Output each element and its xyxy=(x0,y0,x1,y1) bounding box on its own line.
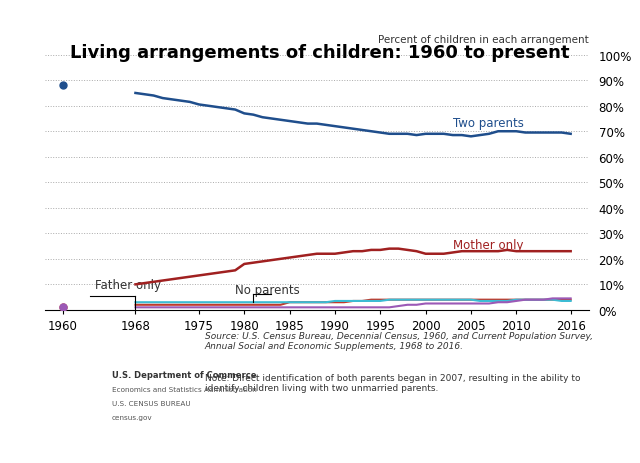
Text: census.gov: census.gov xyxy=(112,414,152,420)
Text: No parents: No parents xyxy=(236,283,300,296)
Text: Census: Census xyxy=(15,398,88,416)
Text: Mother only: Mother only xyxy=(452,238,524,251)
Text: Living arrangements of children: 1960 to present: Living arrangements of children: 1960 to… xyxy=(70,44,570,62)
Text: Note: Direct identification of both parents began in 2007, resulting in the abil: Note: Direct identification of both pare… xyxy=(205,373,580,392)
Text: U.S. CENSUS BUREAU: U.S. CENSUS BUREAU xyxy=(112,400,191,407)
Text: Two parents: Two parents xyxy=(452,117,524,130)
Text: United States®: United States® xyxy=(27,381,76,386)
Text: Economics and Statistics Administration: Economics and Statistics Administration xyxy=(112,387,257,393)
Text: Percent of children in each arrangement: Percent of children in each arrangement xyxy=(378,35,589,45)
Text: Source: U.S. Census Bureau, Decennial Census, 1960, and Current Population Surve: Source: U.S. Census Bureau, Decennial Ce… xyxy=(205,331,593,350)
Text: U.S. Department of Commerce: U.S. Department of Commerce xyxy=(112,370,257,379)
Text: Bureau: Bureau xyxy=(38,426,65,435)
Text: Father only: Father only xyxy=(95,279,161,292)
